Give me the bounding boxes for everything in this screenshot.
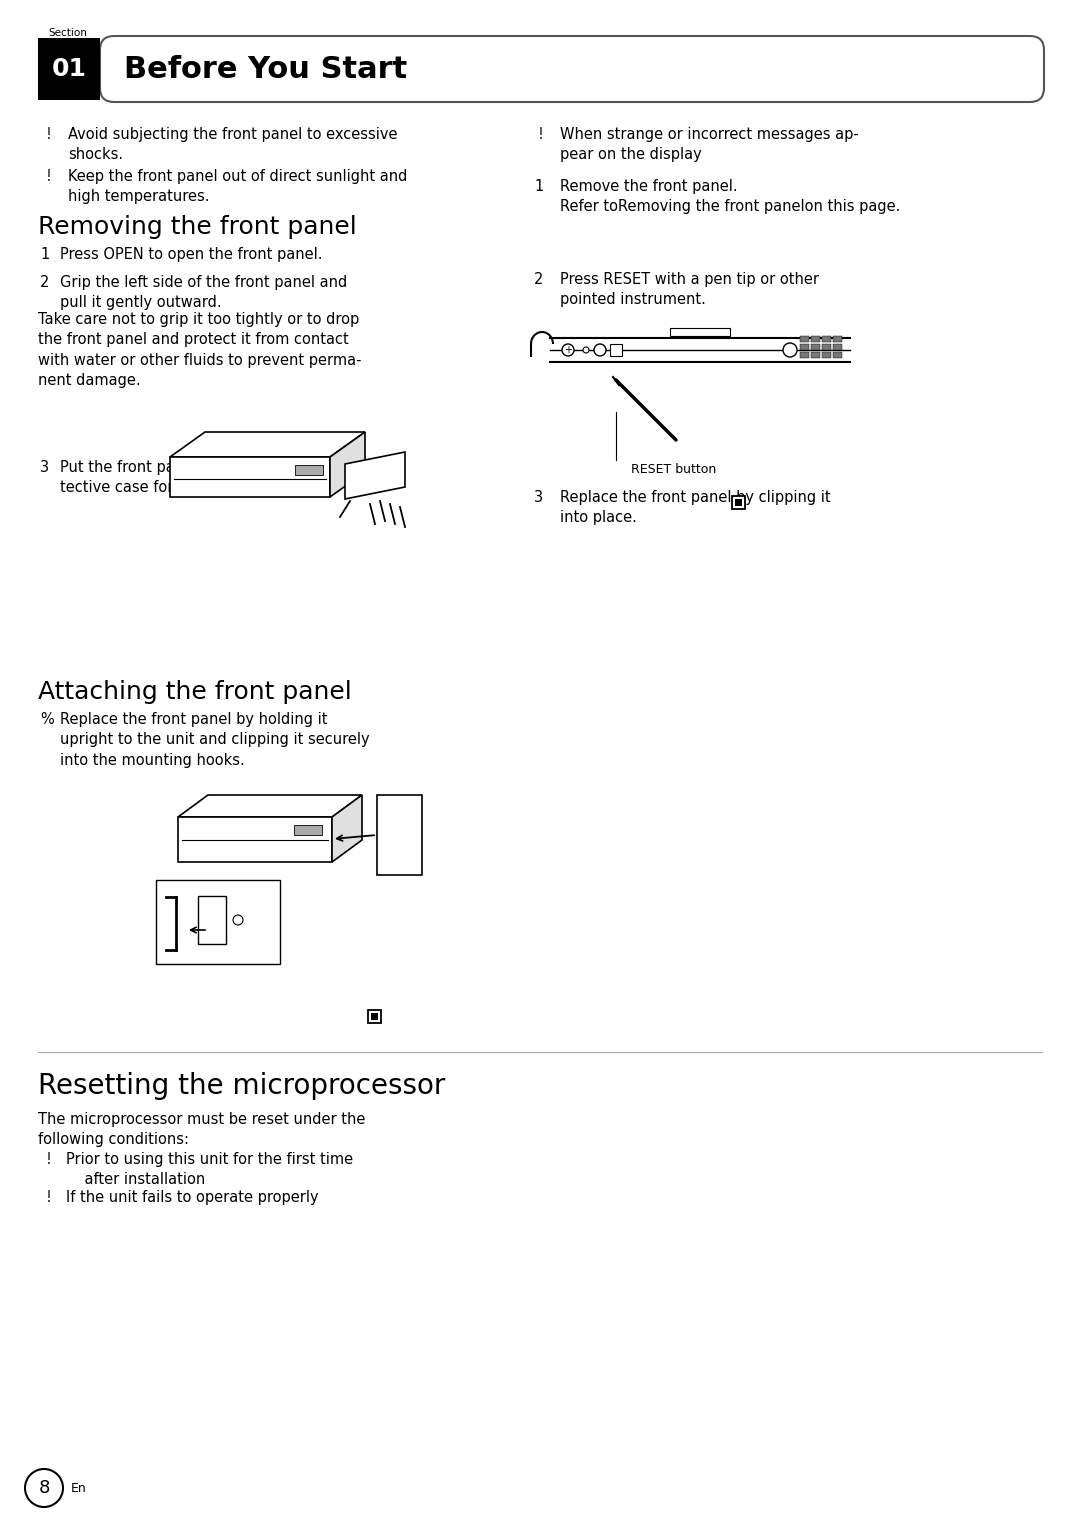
Text: Avoid subjecting the front panel to excessive
shocks.: Avoid subjecting the front panel to exce…	[68, 127, 397, 162]
Circle shape	[233, 914, 243, 925]
Text: Remove the front panel.
Refer to​Removing the front panel​on this page.: Remove the front panel. Refer to​Removin…	[561, 179, 901, 214]
Text: !: !	[538, 127, 544, 142]
Bar	[800, 344, 809, 350]
Text: The microprocessor must be reset under the
following conditions:: The microprocessor must be reset under t…	[38, 1112, 365, 1147]
Text: 01: 01	[52, 57, 86, 81]
Polygon shape	[170, 457, 330, 497]
Text: Grip the left side of the front panel and
pull it gently outward.: Grip the left side of the front panel an…	[60, 275, 348, 310]
Text: Keep the front panel out of direct sunlight and
high temperatures.: Keep the front panel out of direct sunli…	[68, 170, 407, 205]
Text: Press OPEN to open the front panel.: Press OPEN to open the front panel.	[60, 248, 323, 261]
Text: Take care not to grip it too tightly or to drop
the front panel and protect it f: Take care not to grip it too tightly or …	[38, 312, 362, 388]
Text: Section: Section	[48, 28, 86, 38]
Text: If the unit fails to operate properly: If the unit fails to operate properly	[66, 1190, 319, 1205]
Text: %: %	[40, 713, 54, 726]
Circle shape	[594, 344, 606, 356]
Text: !: !	[46, 127, 52, 142]
Bar	[294, 826, 322, 835]
Bar	[822, 344, 831, 350]
Text: Prior to using this unit for the first time
    after installation: Prior to using this unit for the first t…	[66, 1151, 353, 1188]
Text: 2: 2	[534, 272, 543, 287]
Text: Press RESET with a pen tip or other
pointed instrument.: Press RESET with a pen tip or other poin…	[561, 272, 819, 307]
Text: 3: 3	[534, 489, 543, 505]
Bar	[295, 465, 323, 476]
Text: !: !	[46, 1151, 52, 1167]
Text: En: En	[71, 1482, 86, 1494]
Text: 3: 3	[40, 460, 49, 476]
Text: Removing the front panel: Removing the front panel	[38, 216, 356, 239]
Bar	[732, 495, 745, 509]
Circle shape	[583, 347, 589, 353]
Bar	[198, 896, 226, 943]
Text: Attaching the front panel: Attaching the front panel	[38, 680, 352, 703]
Text: RESET button: RESET button	[631, 463, 716, 476]
Text: +: +	[564, 346, 572, 355]
Text: Put the front panel into provided pro-
tective case for safe keeping.: Put the front panel into provided pro- t…	[60, 460, 333, 495]
Circle shape	[783, 342, 797, 356]
Text: 1: 1	[40, 248, 50, 261]
Bar	[811, 344, 820, 350]
Bar	[833, 352, 842, 358]
Bar	[800, 352, 809, 358]
Text: Replace the front panel by clipping it
into place.: Replace the front panel by clipping it i…	[561, 489, 831, 526]
Bar	[610, 344, 622, 356]
Text: 2: 2	[40, 275, 50, 291]
Text: !: !	[46, 170, 52, 183]
Bar	[833, 344, 842, 350]
Bar	[38, 38, 100, 99]
Text: Resetting the microprocessor: Resetting the microprocessor	[38, 1072, 445, 1099]
Bar	[735, 498, 742, 506]
FancyBboxPatch shape	[156, 881, 280, 963]
Polygon shape	[332, 795, 362, 862]
Bar	[670, 329, 730, 336]
Text: Before You Start: Before You Start	[124, 55, 407, 84]
Polygon shape	[170, 433, 365, 457]
Bar	[822, 352, 831, 358]
FancyBboxPatch shape	[100, 37, 1044, 102]
Polygon shape	[178, 795, 362, 816]
Polygon shape	[330, 433, 365, 497]
Bar	[822, 336, 831, 342]
Bar	[800, 336, 809, 342]
Circle shape	[562, 344, 573, 356]
Text: 1: 1	[534, 179, 543, 194]
Bar	[368, 1011, 381, 1023]
Bar	[833, 336, 842, 342]
Bar	[811, 336, 820, 342]
Bar	[811, 352, 820, 358]
Bar	[372, 1014, 378, 1020]
Polygon shape	[377, 795, 422, 875]
Text: Replace the front panel by holding it
upright to the unit and clipping it secure: Replace the front panel by holding it up…	[60, 713, 369, 768]
Text: !: !	[46, 1190, 52, 1205]
Polygon shape	[345, 453, 405, 498]
Circle shape	[25, 1469, 63, 1508]
Polygon shape	[178, 816, 332, 862]
Text: When strange or incorrect messages ap-
pear on the display: When strange or incorrect messages ap- p…	[561, 127, 859, 162]
Text: 8: 8	[38, 1479, 50, 1497]
